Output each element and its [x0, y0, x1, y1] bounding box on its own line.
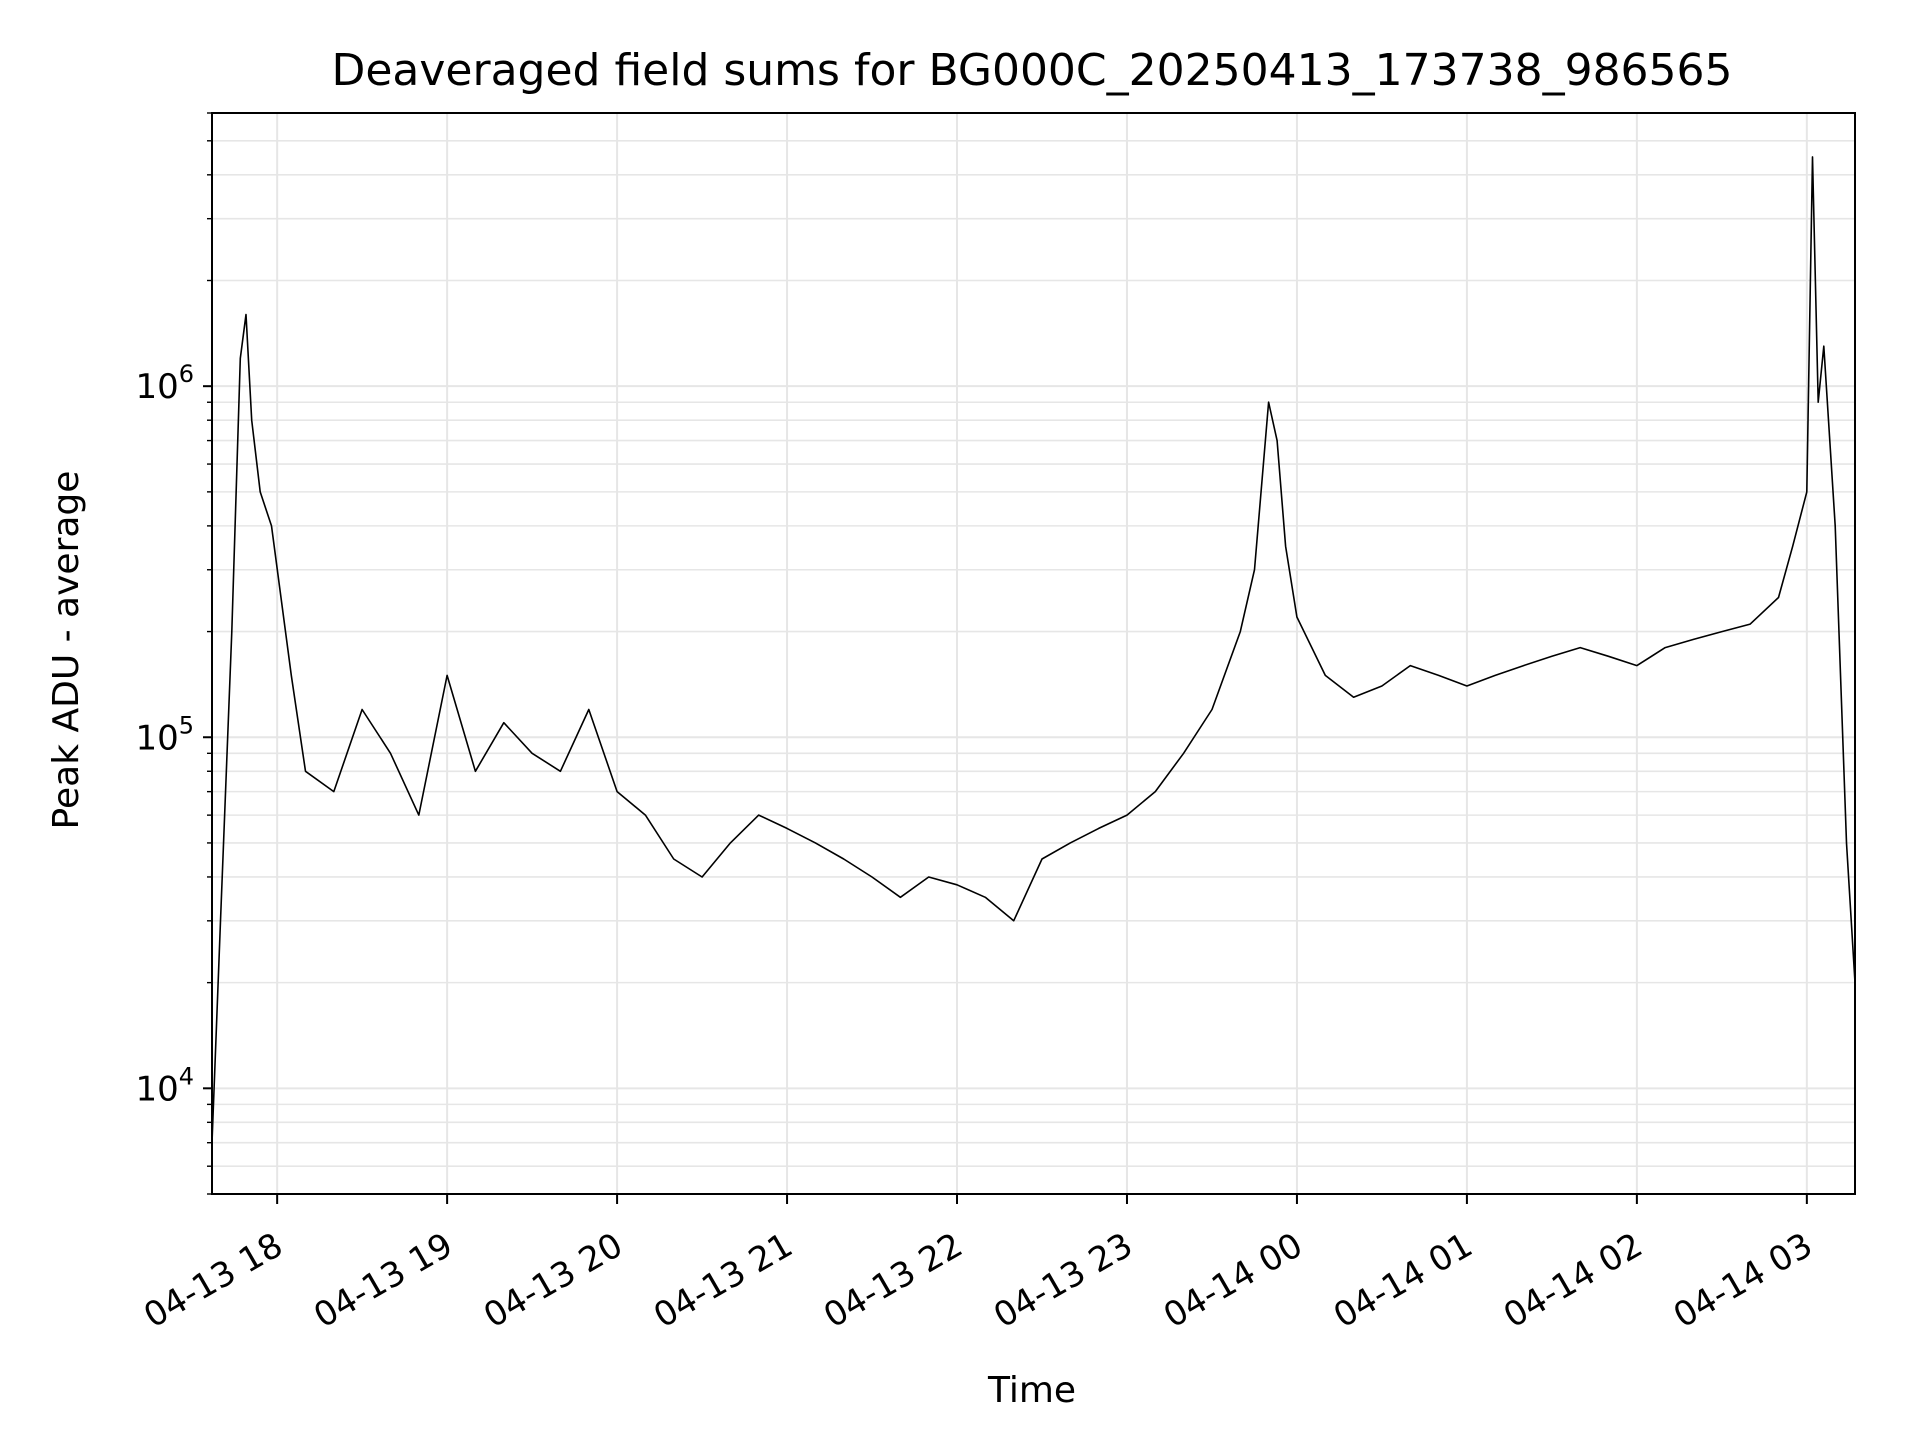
x-tick-label: 04-13 18: [137, 1225, 289, 1336]
x-tick-label: 04-13 20: [477, 1225, 629, 1336]
x-tick-label: 04-13 23: [987, 1225, 1139, 1336]
x-tick-label: 04-13 22: [817, 1225, 969, 1336]
series-line: [211, 156, 1856, 1143]
x-tick-label: 04-13 19: [307, 1225, 459, 1336]
y-axis-label: Peak ADU - average: [46, 471, 87, 830]
x-tick-label: 04-14 02: [1497, 1225, 1649, 1336]
x-tick-label: 04-13 21: [647, 1225, 799, 1336]
x-tick-label: 04-14 01: [1327, 1225, 1479, 1336]
x-tick-label: 04-14 00: [1157, 1225, 1309, 1336]
chart-title: Deaveraged field sums for BG000C_2025041…: [331, 45, 1732, 96]
x-tick-label: 04-14 03: [1667, 1225, 1819, 1336]
grid: [212, 112, 1855, 1195]
y-tick-label: 105: [135, 711, 194, 758]
plot-frame: [211, 112, 1856, 1195]
y-tick-label: 106: [135, 360, 194, 407]
x-axis-label: Time: [987, 1370, 1076, 1411]
y-tick-label: 104: [135, 1062, 194, 1109]
